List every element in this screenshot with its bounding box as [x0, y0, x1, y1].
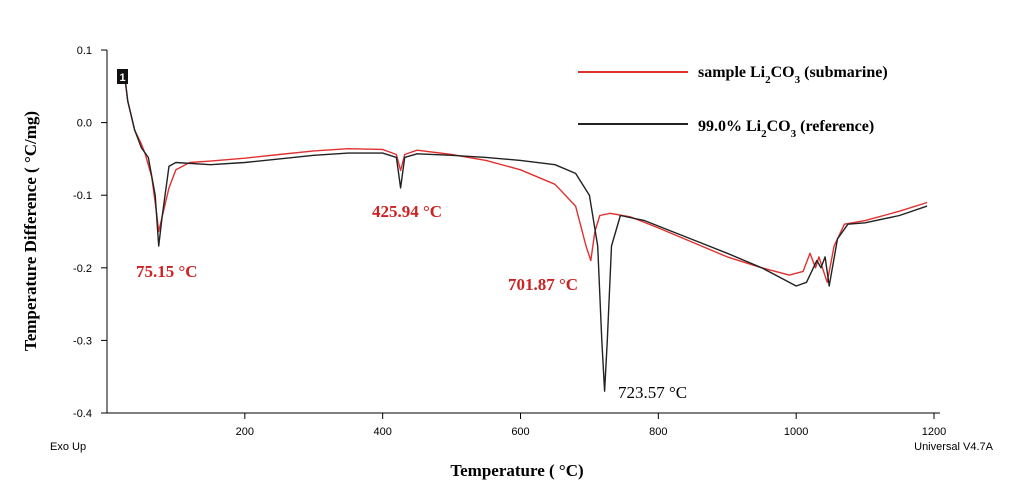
- y-tick-label: -0.1: [73, 190, 92, 202]
- y-tick-label: -0.3: [73, 335, 92, 347]
- y-axis-title: Temperature Difference ( °C/mg): [21, 111, 40, 351]
- y-tick-label: -0.4: [73, 408, 92, 420]
- x-tick-label: 1200: [922, 426, 946, 438]
- software-version-label: Universal V4.7A: [914, 441, 994, 453]
- x-ticks: 200 400 600 800 1000 1200: [236, 413, 946, 438]
- legend-label-sample: sample Li2CO3 (submarine): [698, 64, 888, 86]
- legend-label-reference: 99.0% Li2CO3 (reference): [698, 118, 874, 140]
- legend: sample Li2CO3 (submarine) 99.0% Li2CO3 (…: [578, 64, 888, 140]
- x-tick-label: 600: [511, 426, 529, 438]
- x-axis-title: Temperature ( °C): [450, 461, 583, 480]
- y-tick-label: 0.1: [77, 45, 92, 57]
- exo-up-label: Exo Up: [50, 441, 86, 453]
- annotation-peak-425: 425.94 °C: [372, 202, 442, 221]
- series-line-reference: [123, 71, 928, 392]
- series-group: [123, 71, 928, 392]
- x-tick-label: 1000: [784, 426, 808, 438]
- y-tick-label: -0.2: [73, 263, 92, 275]
- marker-box: [117, 69, 128, 84]
- x-tick-label: 800: [649, 426, 667, 438]
- y-ticks: 0.1 0.0 -0.1 -0.2 -0.3 -0.4: [73, 45, 107, 420]
- annotation-peak-723: 723.57 °C: [618, 383, 687, 402]
- annotation-peak-75: 75.15 °C: [136, 262, 198, 281]
- x-tick-label: 400: [373, 426, 391, 438]
- y-tick-label: 0.0: [77, 118, 92, 130]
- annotation-peak-701: 701.87 °C: [508, 275, 578, 294]
- marker-label: 1: [119, 72, 125, 84]
- x-tick-label: 200: [236, 426, 254, 438]
